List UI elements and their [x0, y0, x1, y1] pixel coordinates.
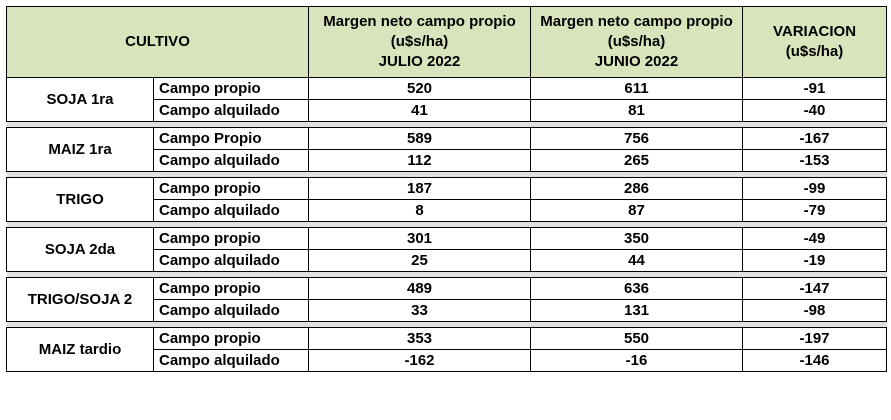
junio-value: 81	[530, 99, 743, 122]
variacion-value: -99	[742, 177, 887, 200]
table-row: MAIZ tardio Campo propio 353 550 -197	[6, 327, 887, 372]
header-julio: Margen neto campo propio (u$s/ha) JULIO …	[308, 6, 531, 78]
variacion-value: -147	[742, 277, 887, 300]
header-julio-line2: (u$s/ha)	[390, 33, 449, 50]
field-type: Campo alquilado	[153, 349, 309, 372]
table-row: Campo alquilado 25 44 -19	[7, 249, 887, 272]
junio-value: 265	[530, 149, 743, 172]
crop-name: MAIZ tardio	[6, 327, 154, 372]
junio-value: 611	[530, 77, 743, 100]
variacion-value: -197	[742, 327, 887, 350]
junio-value: 350	[530, 227, 743, 250]
header-junio-line2: (u$s/ha)	[607, 33, 666, 50]
julio-value: 33	[308, 299, 531, 322]
julio-value: 25	[308, 249, 531, 272]
field-type: Campo alquilado	[153, 99, 309, 122]
junio-value: 636	[530, 277, 743, 300]
junio-value: 44	[530, 249, 743, 272]
field-type: Campo propio	[153, 327, 309, 350]
header-julio-line3: JULIO 2022	[378, 53, 461, 70]
junio-value: 87	[530, 199, 743, 222]
julio-value: 112	[308, 149, 531, 172]
junio-value: 286	[530, 177, 743, 200]
header-junio: Margen neto campo propio (u$s/ha) JUNIO …	[530, 6, 743, 78]
field-type: Campo propio	[153, 227, 309, 250]
variacion-value: -98	[742, 299, 887, 322]
julio-value: 41	[308, 99, 531, 122]
field-type: Campo alquilado	[153, 199, 309, 222]
julio-value: 187	[308, 177, 531, 200]
header-row: CULTIVO Margen neto campo propio (u$s/ha…	[6, 6, 887, 78]
table-row: Campo alquilado 112 265 -153	[7, 149, 887, 172]
crop-name: SOJA 1ra	[6, 77, 154, 122]
field-type: Campo propio	[153, 77, 309, 100]
julio-value: 489	[308, 277, 531, 300]
header-variacion-line1: VARIACION	[772, 23, 857, 40]
header-julio-line1: Margen neto campo propio	[323, 13, 516, 30]
crop-name: MAIZ 1ra	[6, 127, 154, 172]
margins-table: CULTIVO Margen neto campo propio (u$s/ha…	[6, 6, 887, 372]
julio-value: 8	[308, 199, 531, 222]
table-row: SOJA 2da Campo propio 301 350 -49	[6, 227, 887, 272]
variacion-value: -49	[742, 227, 887, 250]
variacion-value: -40	[742, 99, 887, 122]
field-type: Campo propio	[153, 277, 309, 300]
field-type: Campo alquilado	[153, 149, 309, 172]
julio-value: 520	[308, 77, 531, 100]
julio-value: 301	[308, 227, 531, 250]
junio-value: 131	[530, 299, 743, 322]
variacion-value: -146	[742, 349, 887, 372]
header-junio-line1: Margen neto campo propio	[540, 13, 733, 30]
crop-name: TRIGO	[6, 177, 154, 222]
header-variacion-line2: (u$s/ha)	[785, 43, 844, 60]
header-variacion: VARIACION (u$s/ha)	[742, 6, 887, 78]
header-cultivo: CULTIVO	[6, 6, 309, 78]
variacion-value: -91	[742, 77, 887, 100]
julio-value: 589	[308, 127, 531, 150]
table-row: MAIZ 1ra Campo Propio 589 756 -167	[6, 127, 887, 172]
field-type: Campo alquilado	[153, 299, 309, 322]
table-row: Campo alquilado -162 -16 -146	[7, 349, 887, 372]
header-junio-line3: JUNIO 2022	[594, 53, 679, 70]
variacion-value: -19	[742, 249, 887, 272]
julio-value: -162	[308, 349, 531, 372]
field-type: Campo propio	[153, 177, 309, 200]
junio-value: 756	[530, 127, 743, 150]
table-row: TRIGO Campo propio 187 286 -99	[6, 177, 887, 222]
crop-name: SOJA 2da	[6, 227, 154, 272]
field-type: Campo alquilado	[153, 249, 309, 272]
junio-value: 550	[530, 327, 743, 350]
crop-name: TRIGO/SOJA 2	[6, 277, 154, 322]
variacion-value: -167	[742, 127, 887, 150]
field-type: Campo Propio	[153, 127, 309, 150]
table-row: SOJA 1ra Campo propio 520 611 -91	[6, 77, 887, 122]
julio-value: 353	[308, 327, 531, 350]
variacion-value: -79	[742, 199, 887, 222]
junio-value: -16	[530, 349, 743, 372]
table-row: TRIGO/SOJA 2 Campo propio 489 636 -147	[6, 277, 887, 322]
variacion-value: -153	[742, 149, 887, 172]
